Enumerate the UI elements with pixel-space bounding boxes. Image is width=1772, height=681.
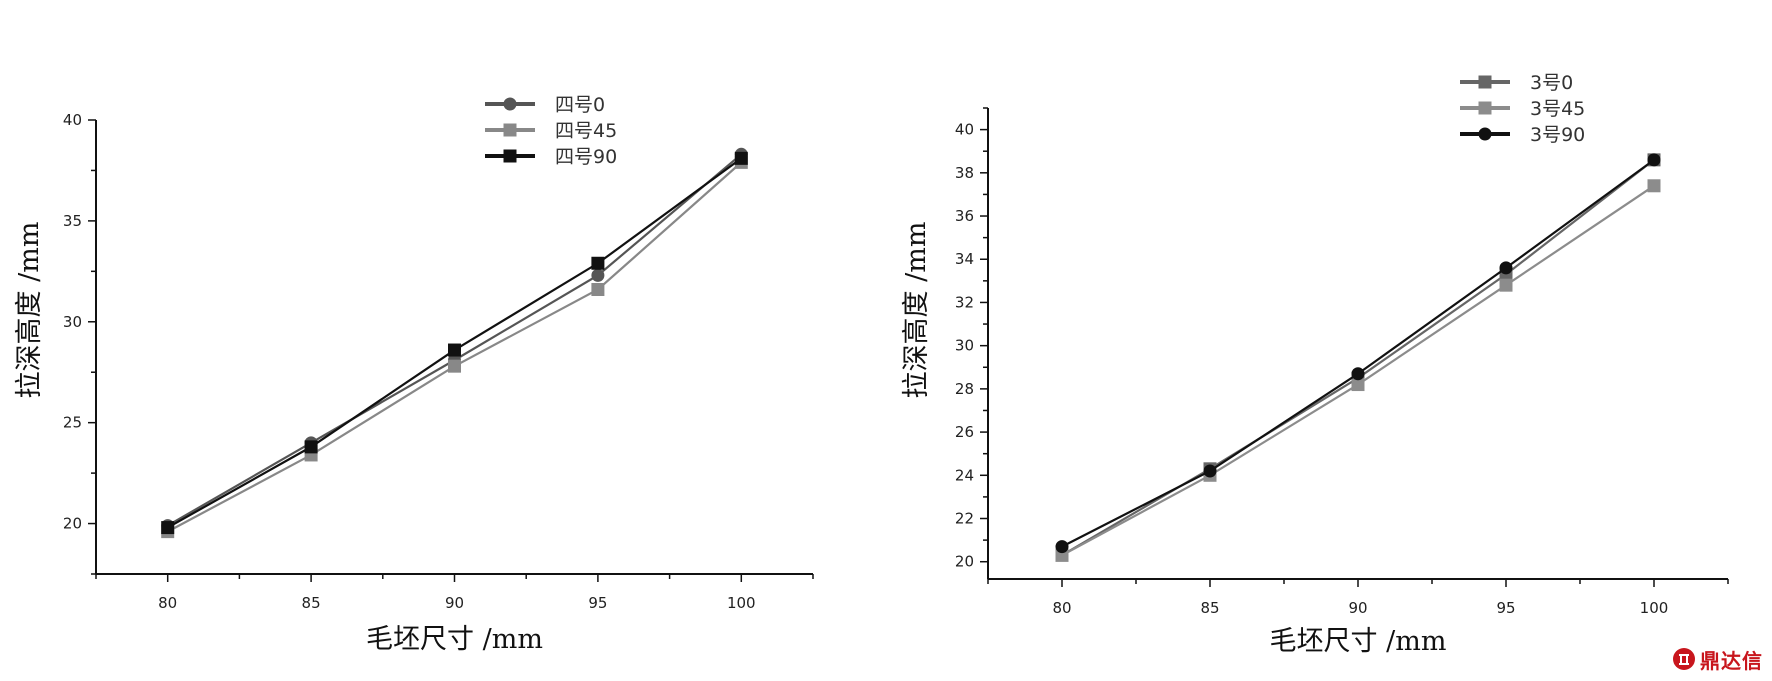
series-1: 四号0 xyxy=(161,94,748,533)
data-point xyxy=(1055,540,1069,554)
legend-marker xyxy=(1478,75,1492,89)
legend-marker xyxy=(1478,127,1492,141)
y-tick-label: 24 xyxy=(955,466,974,484)
y-tick-label: 34 xyxy=(955,250,974,268)
y-tick-label: 25 xyxy=(63,414,82,432)
y-tick-label: 40 xyxy=(955,121,974,139)
data-point xyxy=(448,343,461,357)
watermark: 鼎达信 xyxy=(1672,646,1763,673)
y-tick-label: 22 xyxy=(955,510,974,528)
series-2: 3号45 xyxy=(1055,98,1661,562)
data-point xyxy=(448,359,461,373)
legend-marker xyxy=(1478,101,1492,115)
legend-marker xyxy=(503,149,517,163)
x-tick-label: 90 xyxy=(1348,599,1367,617)
y-tick-label: 20 xyxy=(63,515,82,533)
y-tick-label: 35 xyxy=(63,212,82,230)
data-point xyxy=(591,282,605,296)
series-line xyxy=(1061,158,1655,548)
y-tick-label: 20 xyxy=(955,553,974,571)
x-tick-label: 95 xyxy=(1496,599,1515,617)
legend-label: 3号0 xyxy=(1530,72,1573,94)
x-tick-label: 80 xyxy=(158,594,177,612)
x-tick-label: 85 xyxy=(1200,599,1219,617)
y-axis-title: 拉深高度 /mm xyxy=(901,222,932,399)
legend-label: 四号90 xyxy=(555,146,617,168)
data-point xyxy=(734,151,748,165)
x-tick-label: 100 xyxy=(1640,599,1669,617)
x-tick-label: 90 xyxy=(445,594,464,612)
x-tick-label: 80 xyxy=(1052,599,1071,617)
data-point xyxy=(1499,278,1513,292)
y-tick-label: 30 xyxy=(955,337,974,355)
legend-label: 四号45 xyxy=(555,120,617,142)
data-point xyxy=(1499,261,1513,275)
y-tick-label: 38 xyxy=(955,164,974,182)
logo-icon xyxy=(1673,648,1695,670)
legend-marker xyxy=(503,97,517,111)
series-line xyxy=(167,157,742,529)
x-tick-label: 100 xyxy=(727,594,756,612)
y-tick-label: 28 xyxy=(955,380,974,398)
y-tick-label: 32 xyxy=(955,293,974,311)
series-3: 3号90 xyxy=(1055,124,1661,554)
y-tick-label: 26 xyxy=(955,423,974,441)
x-tick-label: 85 xyxy=(302,594,321,612)
legend-label: 四号0 xyxy=(555,94,605,116)
data-point xyxy=(1647,153,1661,167)
chart-2: 80 85 90 95 100 20 22 24 26 28 30 32 34 36 38 40 毛坯尺寸 /m… xyxy=(901,72,1729,657)
data-point xyxy=(1203,464,1217,478)
data-point xyxy=(1351,367,1365,381)
x-tick-label: 95 xyxy=(588,594,607,612)
data-point xyxy=(161,521,175,535)
y-tick-label: 30 xyxy=(63,313,82,331)
watermark-text: 鼎达信 xyxy=(1700,648,1763,673)
series-line xyxy=(1061,158,1655,557)
data-point xyxy=(591,268,605,282)
legend-label: 3号90 xyxy=(1530,124,1585,146)
series-3: 四号90 xyxy=(161,146,748,535)
data-point xyxy=(304,440,318,454)
y-tick-label: 40 xyxy=(63,111,82,129)
y-tick-label: 36 xyxy=(955,207,974,225)
y-axis-title: 拉深高度 /mm xyxy=(14,222,45,399)
series-2: 四号45 xyxy=(161,120,748,539)
chart-1: 80 85 90 95 100 20 25 30 35 40 毛坯尺寸 /mm 拉深高度 /mm 四号0… xyxy=(14,94,814,655)
x-axis-title: 毛坯尺寸 /mm xyxy=(1270,626,1447,657)
data-point xyxy=(591,256,605,270)
x-axis-title: 毛坯尺寸 /mm xyxy=(366,624,543,655)
legend-label: 3号45 xyxy=(1530,98,1585,120)
data-point xyxy=(1351,378,1365,392)
data-point xyxy=(1647,179,1661,193)
series-line xyxy=(167,153,743,527)
legend-marker xyxy=(503,123,517,137)
